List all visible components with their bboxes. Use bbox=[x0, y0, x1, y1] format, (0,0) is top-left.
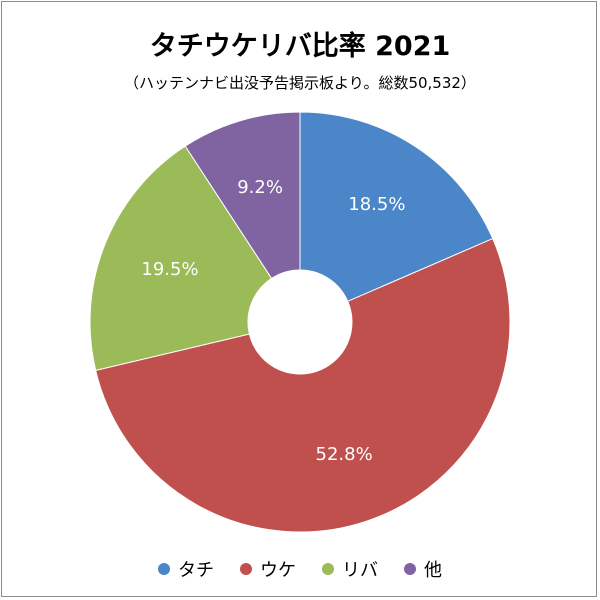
slice-3 bbox=[89, 145, 273, 371]
chart-legend: タチ ウケ リバ 他 bbox=[0, 556, 600, 582]
legend-item-3: リバ bbox=[322, 556, 378, 582]
slice-1 bbox=[299, 111, 494, 303]
legend-marker-3 bbox=[322, 563, 334, 575]
legend-label-2: ウケ bbox=[260, 560, 296, 581]
slice-label-1: 18.5% bbox=[348, 194, 405, 215]
chart-title: タチウケリバ比率 2021 bbox=[149, 31, 451, 62]
legend-item-2: ウケ bbox=[240, 556, 296, 582]
slice-label-2: 52.8% bbox=[316, 444, 373, 465]
legend-marker-2 bbox=[240, 563, 252, 575]
slice-4 bbox=[184, 111, 301, 280]
legend-marker-1 bbox=[158, 563, 170, 575]
chart-subtitle: （ハッテンナビ出没予告掲示板より。総数50,532） bbox=[124, 74, 476, 92]
slice-label-4: 9.2% bbox=[237, 177, 283, 198]
slice-2 bbox=[95, 237, 511, 533]
legend-label-3: リバ bbox=[342, 560, 378, 581]
slice-label-3: 19.5% bbox=[141, 259, 198, 280]
legend-item-4: 他 bbox=[404, 556, 442, 582]
legend-label-4: 他 bbox=[424, 560, 442, 581]
legend-marker-4 bbox=[404, 563, 416, 575]
legend-label-1: タチ bbox=[178, 560, 214, 581]
legend-item-1: タチ bbox=[158, 556, 214, 582]
